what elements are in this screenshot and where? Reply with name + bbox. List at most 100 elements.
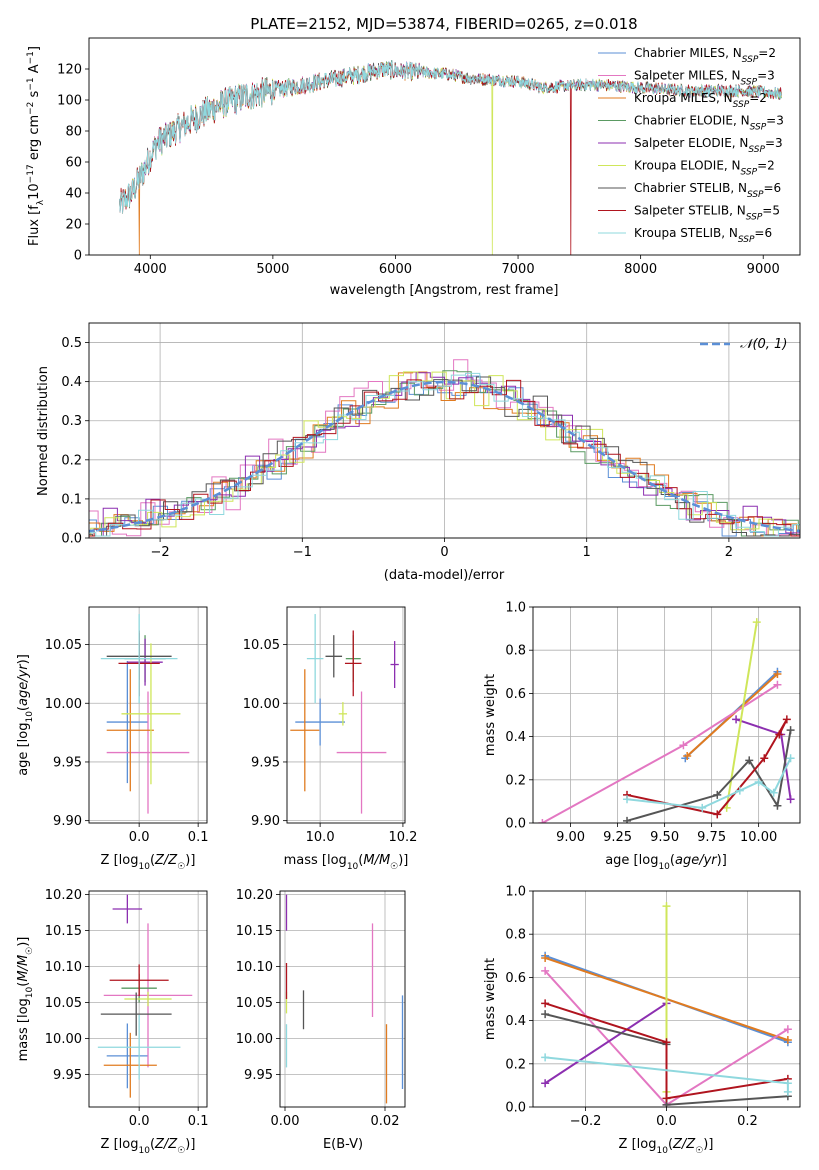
- y-tick-label: 10.10: [236, 960, 273, 975]
- y-tick-label: 9.95: [251, 755, 280, 770]
- x-tick-label: 6000: [379, 262, 412, 277]
- y-axis-label: mass weight: [483, 958, 498, 1040]
- y-tick-label: 9.95: [53, 1068, 82, 1083]
- legend-label: Salpeter STELIB, NSSP=5: [634, 204, 780, 223]
- y-tick-label: 10.00: [45, 1032, 82, 1047]
- x-tick-label: 0.00: [271, 1114, 300, 1129]
- x-tick-label: 0: [440, 545, 448, 560]
- y-tick-label: 0.0: [505, 1101, 526, 1116]
- x-axis-label: Z [log10(Z/Z☉)]: [101, 1137, 196, 1156]
- marker-c9: [769, 788, 778, 797]
- y-tick-label: 10.00: [243, 697, 280, 712]
- y-tick-label: 10.15: [236, 924, 273, 939]
- axes-residuals: −2 −1 0 1 2 0.0 0.1 0.2 0.3 0.4 0.5: [61, 322, 801, 560]
- x-axis-label: Z [log10(Z/Z☉)]: [101, 853, 196, 872]
- plot-area: [97, 894, 193, 1098]
- legend-label: 𝒩(0, 1): [740, 337, 787, 352]
- y-tick-label: 0.6: [505, 971, 526, 986]
- marker-c3: [783, 1036, 792, 1045]
- y-tick-label: 0.2: [61, 453, 82, 468]
- axes-age_vs_Z: 0.0 0.1 9.90 9.95 10.00 10.05: [45, 606, 209, 845]
- y-tick-label: 80: [65, 125, 82, 140]
- axes-mass_vs_ebv: 0.00 0.02 9.95 10.00 10.05 10.10 10.15 10.20: [236, 888, 406, 1129]
- marker-c6: [662, 902, 671, 911]
- marker-c5: [732, 715, 741, 724]
- plot-area: [89, 359, 800, 537]
- x-tick-label: 8000: [624, 262, 657, 277]
- legend-label: Kroupa STELIB, NSSP=6: [634, 226, 772, 245]
- y-tick-label: 10.20: [45, 888, 82, 903]
- y-axis-label: mass [log10(M/M☉)]: [16, 937, 35, 1062]
- marker-c8: [662, 1094, 671, 1103]
- x-axis-label: Z [log10(Z/Z☉)]: [619, 1137, 714, 1156]
- y-tick-label: 10.05: [45, 638, 82, 653]
- marker-c9: [541, 1053, 550, 1062]
- marker-c6: [752, 618, 761, 627]
- y-tick-label: 0.1: [61, 492, 82, 507]
- marker-c7: [541, 1010, 550, 1019]
- x-tick-label: −1: [293, 545, 312, 560]
- plot-area: [541, 902, 792, 1107]
- marker-c9: [783, 1087, 792, 1096]
- x-tick-label: −0.2: [570, 1114, 602, 1129]
- x-tick-label: 0.2: [737, 1114, 758, 1129]
- axes-age_vs_mass: 10.0 10.2 9.90 9.95 10.00 10.05: [243, 606, 417, 845]
- weight-line-c8: [626, 718, 788, 816]
- y-axis-label: Flux [fλ10−17 erg cm−2 s−1 A−1]: [26, 46, 46, 246]
- y-tick-label: 10.05: [236, 996, 273, 1011]
- marker-c8: [662, 1038, 671, 1047]
- x-tick-label: 5000: [256, 262, 289, 277]
- x-tick-label: 0.0: [656, 1114, 677, 1129]
- y-tick-label: 1.0: [505, 601, 526, 616]
- plot-area: [100, 614, 190, 814]
- x-tick-label: 0.02: [371, 1114, 400, 1129]
- marker-c5: [786, 795, 795, 804]
- y-tick-label: 10.15: [45, 924, 82, 939]
- x-tick-label: 0.0: [129, 830, 150, 845]
- marker-c7: [773, 801, 782, 810]
- weight-line-c7: [626, 729, 792, 822]
- normal-curve: [89, 380, 800, 533]
- y-tick-label: 0.3: [61, 414, 82, 429]
- marker-c6: [722, 803, 731, 812]
- y-tick-label: 10.05: [243, 638, 280, 653]
- x-tick-label: 9.00: [556, 830, 585, 845]
- legend-label: Chabrier STELIB, NSSP=6: [634, 181, 781, 200]
- y-tick-label: 0.8: [505, 644, 526, 659]
- y-tick-label: 10.00: [45, 697, 82, 712]
- axes-frame: [88, 606, 208, 824]
- marker-c9: [786, 754, 795, 763]
- axes-frame: [88, 322, 801, 539]
- x-tick-label: 1: [583, 545, 591, 560]
- x-tick-label: 0.0: [129, 1114, 150, 1129]
- axes-mass_vs_Z: 0.0 0.1 9.95 10.00 10.05 10.10 10.15 10.20: [45, 888, 209, 1129]
- legend: Chabrier MILES, NSSP=2 Salpeter MILES, NS…: [598, 46, 784, 245]
- legend-label: Salpeter MILES, NSSP=3: [634, 69, 775, 88]
- y-tick-label: 0.4: [61, 375, 82, 390]
- legend: 𝒩(0, 1): [700, 337, 787, 352]
- marker-c9: [783, 1079, 792, 1088]
- y-tick-label: 9.90: [251, 814, 280, 829]
- marker-c2: [773, 680, 782, 689]
- weight-line-c3: [686, 673, 779, 757]
- legend-label: Chabrier MILES, NSSP=2: [634, 46, 776, 65]
- x-tick-label: 4000: [134, 262, 167, 277]
- y-tick-label: 0.0: [61, 532, 82, 547]
- y-tick-label: 9.95: [53, 755, 82, 770]
- marker-c3: [683, 752, 692, 761]
- x-tick-label: 0.1: [188, 830, 209, 845]
- y-tick-label: 0.4: [505, 730, 526, 745]
- axes-frame: [532, 606, 801, 824]
- marker-c8: [760, 754, 769, 763]
- axes-frame: [532, 890, 801, 1108]
- spectrum-line-9: [119, 60, 782, 214]
- marker-c9: [735, 786, 744, 795]
- x-axis-label: mass [log10(M/M☉)]: [284, 853, 409, 872]
- marker-c3: [541, 953, 550, 962]
- marker-c2: [541, 966, 550, 975]
- x-tick-label: 9.75: [697, 830, 726, 845]
- axes-spectrum: 4000 5000 6000 7000 8000 9000 0 20 40 60 80 100 120: [57, 37, 801, 277]
- weight-line-c6: [725, 621, 758, 809]
- y-tick-label: 9.95: [244, 1068, 273, 1083]
- x-axis-label: (data-model)/error: [384, 568, 505, 583]
